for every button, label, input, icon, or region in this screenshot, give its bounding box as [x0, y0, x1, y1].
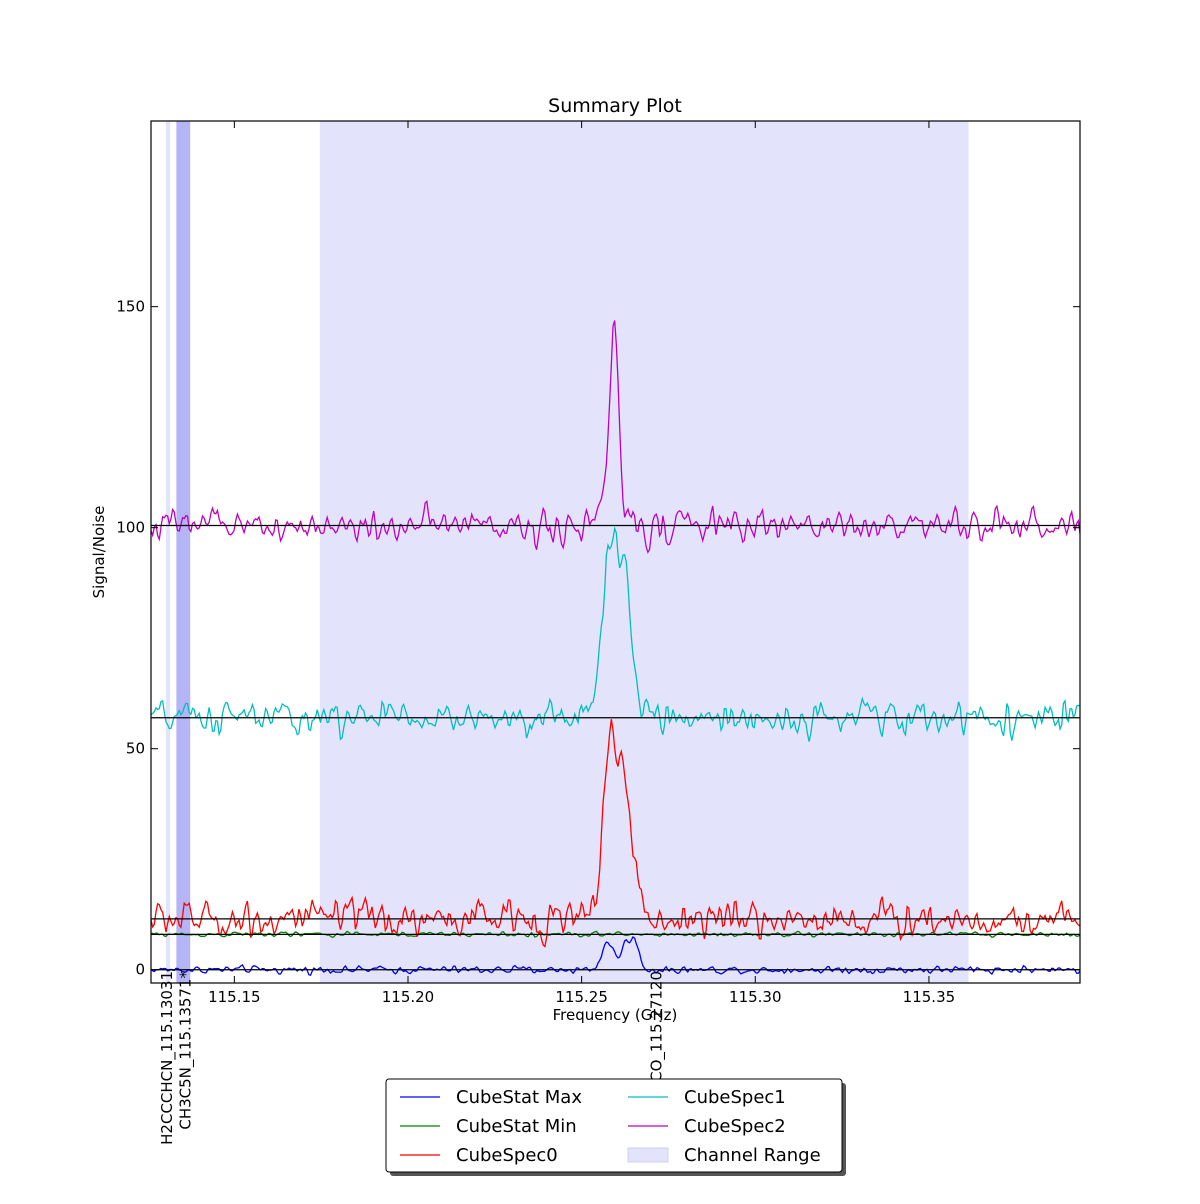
y-tick-label: 0	[135, 961, 145, 979]
channel-range-bands	[165, 121, 969, 983]
line-marker-band-1	[176, 121, 191, 983]
x-tick-label: 115.25	[555, 988, 608, 1006]
legend-swatch-5	[627, 1147, 669, 1163]
line-marker-label-1: CH3C5N_115.13571*	[177, 971, 196, 1130]
y-tick-label: 50	[126, 740, 145, 758]
channel-range-band-1	[319, 121, 969, 983]
series-line-cubespec2	[150, 320, 1081, 554]
x-axis-label: Frequency (GHz)	[553, 1006, 678, 1024]
legend-label-2: CubeSpec0	[456, 1145, 558, 1166]
legend: CubeStat Max CubeStat Min CubeSpec0 CubeSpe…	[385, 1078, 846, 1176]
legend-label-0: CubeStat Max	[456, 1087, 582, 1108]
line-marker-label-0: H2CCCHCN_115.13031	[158, 971, 177, 1145]
x-tick-label: 115.35	[903, 988, 956, 1006]
chart-title: Summary Plot	[548, 95, 682, 117]
plot-frame	[150, 120, 1081, 984]
baseline-lines	[151, 524, 1080, 971]
y-axis-label: Signal/Noise	[90, 506, 108, 599]
x-tick-label: 115.30	[729, 988, 782, 1006]
series-line-cubestat-min	[150, 930, 1081, 938]
axis-ticks: 115.15 115.20 115.25 115.30 115.35 0 50 100 150	[116, 121, 1080, 1006]
line-marker-label-2: CO_115.27120	[647, 971, 666, 1082]
series-line-cubespec0	[150, 719, 1081, 948]
legend-label-1: CubeStat Min	[456, 1116, 577, 1137]
legend-label-3: CubeSpec1	[684, 1087, 786, 1108]
legend-box	[385, 1078, 843, 1173]
legend-label-5: Channel Range	[684, 1145, 821, 1166]
legend-label-4: CubeSpec2	[684, 1116, 786, 1137]
x-tick-label: 115.20	[382, 988, 435, 1006]
y-tick-label: 150	[116, 298, 145, 316]
line-marker-band-0	[165, 121, 170, 983]
x-tick-label: 115.15	[208, 988, 261, 1006]
legend-items: CubeStat Max CubeStat Min CubeSpec0 CubeSpe…	[400, 1087, 821, 1166]
line-markers: H2CCCHCN_115.13031 CH3C5N_115.13571* CO_11…	[158, 971, 666, 1145]
y-tick-label: 100	[116, 519, 145, 537]
series-lines	[150, 320, 1081, 976]
